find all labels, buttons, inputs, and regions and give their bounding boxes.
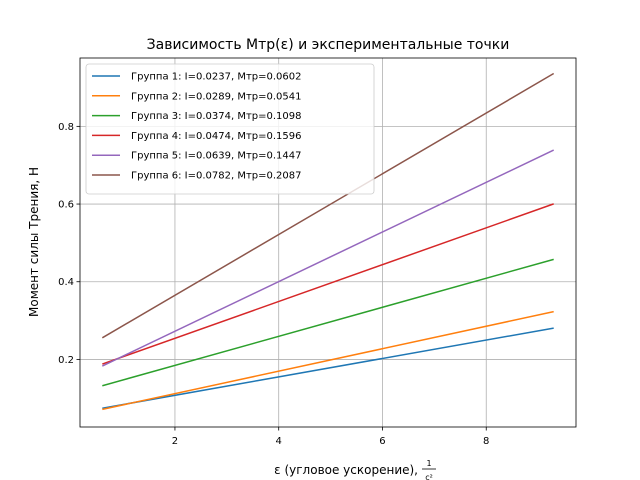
series-line-group-1 bbox=[102, 327, 554, 409]
x-axis-label-main: ε (угловое ускорение), bbox=[274, 463, 418, 477]
legend-label-group-5: Группа 5: I=0.0639, Мтр=0.1447 bbox=[131, 151, 302, 162]
y-tick-label: 0.2 bbox=[58, 355, 74, 366]
legend-label-group-4: Группа 4: I=0.0474, Мтр=0.1596 bbox=[131, 131, 302, 142]
x-axis-label: ε (угловое ускорение), 1 c² bbox=[274, 459, 436, 480]
series-line-group-5 bbox=[101, 149, 555, 367]
y-tick-label: 0.4 bbox=[58, 277, 74, 288]
series-line-group-6 bbox=[101, 72, 555, 339]
series-line-group-2 bbox=[102, 310, 554, 411]
legend-label-group-2: Группа 2: I=0.0289, Мтр=0.0541 bbox=[131, 91, 302, 102]
legend-label-group-6: Группа 6: I=0.0782, Мтр=0.2087 bbox=[131, 171, 302, 182]
x-tick-label: 2 bbox=[172, 436, 178, 447]
legend-label-group-1: Группа 1: I=0.0237, Мтр=0.0602 bbox=[131, 72, 302, 83]
x-tick-label: 6 bbox=[379, 436, 385, 447]
x-axis-label-numerator: 1 bbox=[426, 459, 431, 468]
x-tick-label: 8 bbox=[483, 436, 489, 447]
x-axis-label-denominator: c² bbox=[425, 473, 433, 480]
x-tick-label: 4 bbox=[276, 436, 282, 447]
series-line-group-3 bbox=[102, 258, 554, 387]
y-tick-label: 0.8 bbox=[58, 122, 74, 133]
series-line-group-4 bbox=[102, 203, 554, 365]
series-lines bbox=[101, 72, 555, 411]
ticks: 2 4 6 8 0.2 0.4 0.6 0.8 bbox=[58, 122, 489, 447]
chart-title: Зависимость Мтр(ε) и экспериментальные т… bbox=[147, 37, 510, 53]
legend-label-group-3: Группа 3: I=0.0374, Мтр=0.1098 bbox=[131, 111, 302, 122]
legend: Группа 1: I=0.0237, Мтр=0.0602 Группа 2: … bbox=[85, 63, 375, 195]
y-axis-label: Момент силы Трения, Н bbox=[27, 167, 41, 317]
legend-frame bbox=[85, 63, 375, 195]
axes-frame bbox=[79, 57, 577, 428]
y-tick-label: 0.6 bbox=[58, 200, 74, 211]
